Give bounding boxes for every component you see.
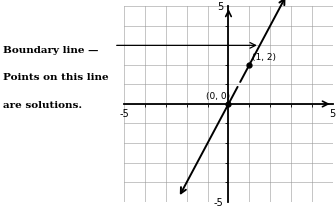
Text: (0, 0): (0, 0) — [206, 92, 230, 101]
Text: Points on this line: Points on this line — [3, 74, 109, 83]
Text: Boundary line —: Boundary line — — [3, 46, 99, 55]
Text: are solutions.: are solutions. — [3, 101, 82, 110]
Text: (1, 2): (1, 2) — [252, 53, 276, 62]
